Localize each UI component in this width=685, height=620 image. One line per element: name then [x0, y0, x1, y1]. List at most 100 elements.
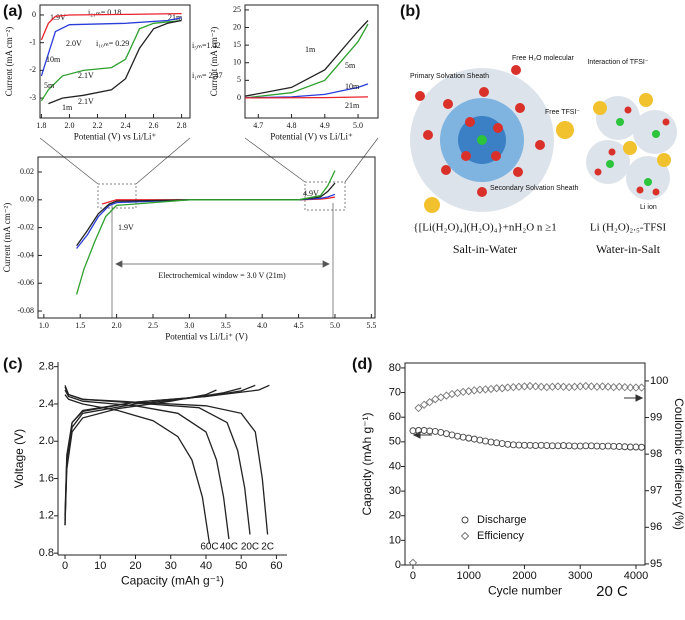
diamond-marker	[637, 383, 646, 392]
circle-marker	[448, 431, 456, 439]
series-label: 1m	[305, 45, 316, 54]
diamond-marker	[603, 382, 613, 391]
line-series	[76, 193, 336, 249]
x-axis-label: Potential (V) vs Li/Li⁺	[74, 131, 157, 141]
diagram-label: Secondary Solvation Sheath	[490, 185, 578, 192]
diamond-marker	[631, 383, 641, 392]
chart: 4.7 4.8 4.9 5.0 0 5 10 15 20 25 Potential (V) vs L…	[209, 4, 379, 141]
circle-marker	[548, 442, 556, 450]
diagram-caption: Li (H₂O)₂.₅-TFSI	[590, 222, 667, 234]
line-series	[244, 96, 369, 99]
diamond-marker	[615, 382, 624, 391]
annotation: i₁₀ₘ= 0.29	[96, 39, 129, 48]
circle-marker	[431, 428, 439, 435]
series-label: 21m	[345, 101, 360, 110]
line-series	[244, 20, 369, 97]
legend-label: Discharge	[477, 514, 527, 526]
y-tick-label: 5	[237, 75, 241, 84]
diamond-marker	[419, 400, 429, 409]
diamond-marker	[587, 382, 596, 391]
line-series	[76, 182, 336, 247]
y-tick-label: 20	[233, 22, 241, 31]
y-tick-label: 2.8	[39, 361, 54, 373]
y-tick-label: 20	[389, 510, 401, 522]
zoom-guides	[39, 137, 379, 318]
diagram-label: Free TFSI⁻	[545, 109, 580, 116]
series-label: 2C	[261, 542, 274, 553]
y-axis-label: Current (mA cm⁻²)	[209, 27, 219, 96]
x-tick-label: 1.0	[39, 321, 49, 330]
y-tick-label: 0.02	[20, 167, 34, 176]
x-tick-label: 40	[200, 560, 212, 572]
x-tick-label: 2.0	[64, 121, 74, 130]
circle-marker	[582, 442, 590, 450]
y2-tick-label: 99	[650, 411, 662, 423]
series-label: 20C	[241, 542, 259, 553]
circle-marker	[476, 436, 484, 444]
series-label: 5m	[345, 61, 356, 70]
annotation: i₁ₘ= 2.47	[192, 71, 223, 80]
circle-marker	[454, 432, 462, 440]
y-axis-label: Current (mA cm⁻²)	[2, 203, 12, 272]
y-tick-label: 0.00	[20, 195, 34, 204]
x-tick-label: 1.5	[75, 321, 85, 330]
circle-marker	[481, 437, 489, 445]
y-tick-label: 50	[389, 436, 401, 448]
y-axis-label: Voltage (V)	[12, 429, 26, 488]
y-tick-label: -3	[29, 93, 36, 102]
diagram-label: Free H₂O molecular	[512, 55, 575, 62]
diagram-caption: {[Li(H₂O)₄](H₂O)₄}+nH₂O n ≥1	[413, 222, 556, 234]
x-axis-label: Potential vs Li/Li⁺ (V)	[165, 331, 248, 341]
circle-marker	[593, 442, 601, 450]
line-series	[64, 394, 211, 544]
circle-marker	[599, 442, 606, 450]
x-tick-label: 5.5	[366, 321, 376, 330]
line-series	[40, 12, 182, 41]
x-tick-label: 5.0	[330, 321, 340, 330]
x-tick-label: 2.6	[149, 121, 159, 130]
diamond-marker	[453, 388, 462, 398]
y-tick-label: 30	[389, 485, 401, 497]
annotation: i₅ₘ=1.42	[192, 41, 221, 50]
y2-tick-label: 98	[650, 448, 662, 460]
diamond-marker	[620, 383, 629, 392]
plot-frame	[404, 362, 646, 566]
circle-marker	[493, 439, 501, 447]
x-tick-label: 20	[129, 560, 141, 572]
legend-marker	[461, 516, 469, 524]
series-label: 1m	[62, 103, 73, 112]
diamond-marker	[414, 403, 423, 413]
circle-marker	[610, 442, 618, 450]
circle-marker	[560, 442, 567, 449]
x-tick-label: 2.0	[112, 321, 122, 330]
y-axis-label: Capacity (mAh g⁻¹)	[360, 412, 374, 515]
legend-label: Efficiency	[477, 530, 524, 542]
circle-marker	[498, 440, 506, 448]
circle-marker	[470, 435, 478, 443]
annotation: Electrochemical window = 3.0 V (21m)	[158, 271, 286, 280]
series-label: 10m	[345, 82, 360, 91]
circle-marker	[437, 429, 445, 436]
series-label: 5m	[44, 81, 55, 90]
x-axis-label: Potential (V) vs Li/Li⁺	[270, 131, 353, 141]
circle-marker	[537, 441, 545, 449]
x-tick-label: 4.9	[320, 121, 330, 130]
x-tick-label: 2.5	[148, 321, 158, 330]
series-label: 10m	[46, 55, 61, 64]
annotation: 2.1V	[78, 97, 94, 106]
x-tick-label: 5.0	[353, 121, 363, 130]
series-label: 21m	[168, 13, 183, 22]
diamond-marker	[553, 382, 563, 391]
y-tick-label: 25	[233, 5, 241, 14]
annotation: 4.9V	[303, 189, 319, 198]
y-tick-label: -0.06	[17, 278, 34, 287]
circle-marker	[459, 433, 467, 441]
x-tick-label: 30	[165, 560, 177, 572]
x-tick-label: 0	[62, 560, 68, 572]
y-tick-label: 70	[389, 386, 401, 398]
y-tick-label: 1.6	[39, 472, 54, 484]
x-tick-label: 3.5	[221, 321, 231, 330]
y2-tick-label: 100	[650, 375, 668, 387]
x-tick-label: 60	[270, 560, 282, 572]
panel-label: (b)	[400, 3, 420, 20]
